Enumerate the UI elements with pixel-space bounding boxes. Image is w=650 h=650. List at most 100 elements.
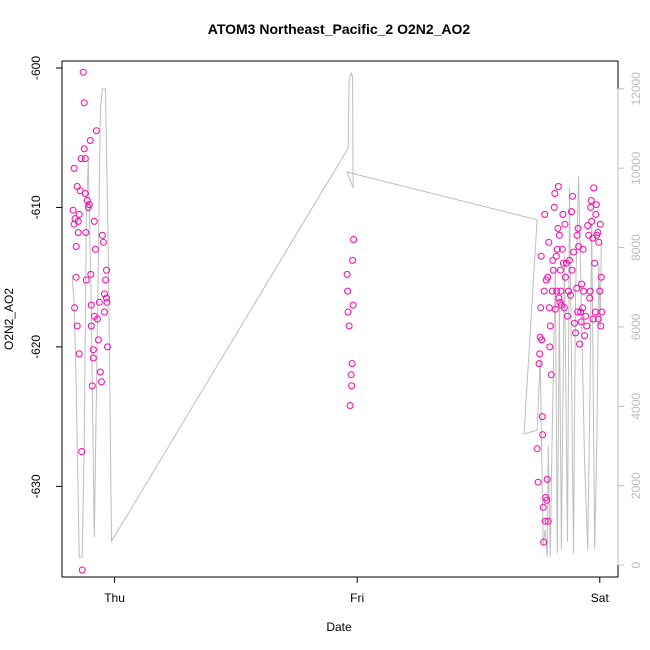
data-point bbox=[344, 308, 352, 316]
data-point bbox=[582, 312, 590, 320]
data-point bbox=[99, 238, 107, 246]
data-point bbox=[567, 291, 574, 299]
data-point bbox=[78, 448, 86, 455]
data-point bbox=[546, 322, 554, 330]
data-point bbox=[94, 336, 102, 344]
data-point bbox=[344, 287, 352, 295]
data-point bbox=[561, 273, 569, 281]
data-point bbox=[544, 273, 552, 281]
data-point bbox=[543, 475, 551, 483]
data-point bbox=[72, 273, 80, 281]
y-left-tick-label: -600 bbox=[29, 56, 43, 80]
data-point bbox=[104, 343, 111, 351]
data-point bbox=[343, 270, 351, 278]
data-point bbox=[89, 354, 97, 362]
y-right-tick-label: 12000 bbox=[629, 72, 643, 106]
x-axis-label: Date bbox=[326, 620, 352, 634]
y-left-tick-label: -620 bbox=[29, 335, 43, 359]
plot-frame bbox=[61, 60, 619, 578]
data-point bbox=[540, 287, 548, 295]
data-point bbox=[350, 236, 358, 243]
data-point bbox=[592, 210, 600, 218]
data-point bbox=[549, 266, 557, 274]
altitude-line bbox=[71, 71, 602, 558]
data-point bbox=[85, 201, 93, 209]
data-point bbox=[81, 155, 89, 163]
data-point bbox=[348, 360, 356, 368]
data-point bbox=[69, 206, 77, 214]
data-point bbox=[544, 517, 552, 525]
data-point bbox=[101, 290, 108, 298]
data-point bbox=[559, 210, 567, 218]
data-point bbox=[82, 229, 90, 236]
data-point bbox=[349, 256, 357, 264]
data-point bbox=[533, 445, 541, 453]
data-point bbox=[76, 187, 84, 195]
data-point bbox=[566, 256, 573, 264]
altitude-line-series bbox=[71, 71, 602, 558]
data-point bbox=[72, 243, 80, 250]
y-left-tick-label: -630 bbox=[29, 474, 43, 498]
y-right-tick-label: 10000 bbox=[629, 151, 643, 185]
x-tick-label: Sat bbox=[591, 591, 610, 605]
data-point bbox=[78, 566, 86, 574]
data-point bbox=[594, 229, 602, 236]
data-point bbox=[555, 231, 563, 239]
data-point bbox=[574, 224, 582, 232]
data-point bbox=[565, 287, 572, 295]
data-point bbox=[573, 231, 581, 239]
data-point bbox=[537, 304, 545, 312]
data-point bbox=[584, 222, 592, 230]
data-point bbox=[555, 294, 563, 302]
data-point bbox=[80, 145, 88, 153]
data-point bbox=[558, 245, 566, 253]
data-point bbox=[539, 503, 547, 511]
o2n2-points-series bbox=[69, 68, 606, 574]
data-point bbox=[77, 155, 85, 163]
data-point bbox=[587, 197, 595, 204]
data-point bbox=[554, 224, 562, 232]
data-point bbox=[571, 319, 578, 327]
y-right-tick-label: 4000 bbox=[629, 393, 643, 420]
data-point bbox=[89, 346, 97, 354]
data-point bbox=[346, 402, 354, 409]
data-point bbox=[587, 203, 595, 211]
data-point bbox=[87, 270, 95, 278]
data-point bbox=[576, 340, 584, 348]
x-tick-label: Thu bbox=[104, 591, 125, 605]
data-point bbox=[535, 360, 543, 368]
data-point bbox=[595, 238, 603, 246]
data-point bbox=[552, 252, 560, 260]
data-point bbox=[75, 210, 83, 218]
data-point bbox=[345, 322, 353, 330]
data-point bbox=[570, 248, 577, 256]
data-point bbox=[534, 478, 542, 486]
data-point bbox=[96, 368, 104, 376]
y-left-tick-label: -610 bbox=[29, 195, 43, 219]
data-point bbox=[103, 294, 110, 302]
data-point bbox=[579, 245, 587, 253]
data-point bbox=[538, 336, 546, 344]
data-point bbox=[577, 318, 585, 326]
data-point bbox=[591, 308, 599, 316]
data-point bbox=[554, 183, 562, 190]
data-point bbox=[590, 184, 598, 192]
data-point bbox=[74, 229, 82, 236]
data-point bbox=[578, 280, 586, 288]
data-point bbox=[597, 322, 605, 330]
data-point bbox=[93, 315, 101, 323]
data-point bbox=[591, 259, 599, 267]
data-point bbox=[572, 329, 579, 337]
data-point bbox=[581, 332, 589, 340]
data-point bbox=[545, 304, 553, 312]
data-point bbox=[548, 287, 556, 295]
data-point bbox=[81, 190, 89, 197]
data-point bbox=[586, 294, 594, 302]
data-point bbox=[82, 276, 90, 284]
data-point bbox=[560, 304, 568, 312]
data-point bbox=[91, 245, 99, 253]
data-point bbox=[80, 99, 88, 107]
data-point bbox=[553, 287, 561, 295]
y-axis-label: O2N2_AO2 bbox=[2, 288, 16, 350]
data-point bbox=[564, 312, 571, 320]
